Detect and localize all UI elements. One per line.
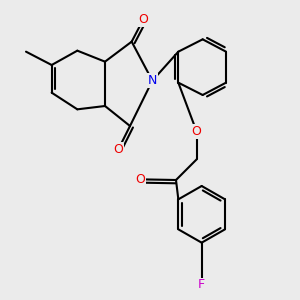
Text: N: N [148,74,157,87]
Text: O: O [135,173,145,186]
Text: O: O [192,125,202,138]
Text: F: F [198,278,205,292]
Text: O: O [138,13,148,26]
Text: O: O [113,143,123,156]
